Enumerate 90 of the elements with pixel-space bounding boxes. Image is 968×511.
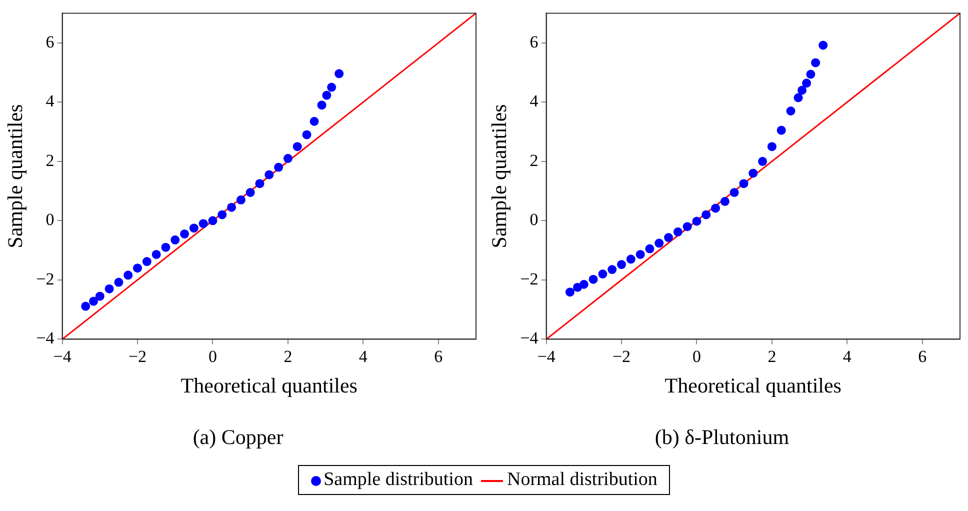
point xyxy=(636,250,645,259)
point xyxy=(246,188,255,197)
point xyxy=(292,142,302,152)
point xyxy=(786,106,796,116)
y-tick-label: 6 xyxy=(530,32,538,52)
point xyxy=(608,265,617,274)
point xyxy=(255,179,264,188)
x-tick-label: −2 xyxy=(128,346,147,366)
point xyxy=(798,86,807,95)
x-tick-label: 2 xyxy=(284,346,292,366)
point xyxy=(334,69,344,78)
point xyxy=(124,270,133,280)
x-axis-title: Theoretical quantiles xyxy=(180,374,358,398)
legend-label: Sample distribution xyxy=(324,469,473,490)
point xyxy=(208,216,218,226)
point xyxy=(748,168,758,178)
point xyxy=(170,235,180,244)
point xyxy=(598,270,608,278)
point xyxy=(806,70,816,79)
y-tick-label: 4 xyxy=(530,92,539,111)
point xyxy=(758,156,768,166)
point xyxy=(104,284,114,294)
point xyxy=(189,224,198,233)
point xyxy=(283,154,292,163)
point xyxy=(198,219,208,228)
point xyxy=(274,162,284,172)
point xyxy=(322,90,332,100)
point xyxy=(317,100,326,110)
point xyxy=(802,78,812,88)
y-tick-label: 0 xyxy=(530,210,538,230)
point xyxy=(664,233,674,242)
point xyxy=(692,216,702,226)
point xyxy=(218,210,227,220)
x-tick-label: 0 xyxy=(692,346,701,366)
y-tick-label: 2 xyxy=(46,150,54,170)
x-tick-label: 2 xyxy=(768,346,776,366)
point xyxy=(794,93,803,102)
y-tick-label: 0 xyxy=(46,210,54,230)
y-tick-label: −4 xyxy=(520,328,539,348)
y-tick-label: 4 xyxy=(46,92,55,111)
point xyxy=(673,227,682,236)
y-tick-label: −4 xyxy=(36,328,55,348)
text: (a) Copper xyxy=(192,424,284,449)
point xyxy=(236,195,246,204)
point xyxy=(114,278,124,287)
y-axis-title: Sample quantiles xyxy=(487,104,512,248)
x-tick-label: −2 xyxy=(612,346,631,366)
point xyxy=(327,82,336,92)
x-tick-label: 4 xyxy=(358,346,368,366)
x-tick-label: 4 xyxy=(842,346,852,366)
point xyxy=(702,210,711,220)
point xyxy=(811,58,820,68)
point xyxy=(579,280,588,289)
legend-label: Normal distribution xyxy=(506,469,658,490)
y-tick-label: −2 xyxy=(520,269,538,288)
point xyxy=(302,130,312,140)
point xyxy=(310,116,319,126)
point xyxy=(133,264,142,273)
point xyxy=(776,126,786,135)
point xyxy=(152,250,161,259)
x-axis-title: Theoretical quantiles xyxy=(664,374,842,398)
y-tick-label: 6 xyxy=(46,32,54,52)
point xyxy=(264,170,274,180)
x-tick-label: 6 xyxy=(434,346,443,366)
point xyxy=(565,288,574,297)
text: (b) δ-Plutonium xyxy=(654,424,790,449)
y-axis-title: Sample quantiles xyxy=(3,104,28,248)
y-tick-label: −2 xyxy=(36,269,54,288)
point xyxy=(81,302,90,311)
point xyxy=(730,188,739,197)
point xyxy=(739,179,748,188)
point xyxy=(682,222,692,232)
point xyxy=(180,229,190,238)
point xyxy=(645,244,654,254)
point xyxy=(95,292,104,301)
point xyxy=(142,257,152,266)
point xyxy=(161,242,170,252)
point xyxy=(588,274,598,284)
point xyxy=(227,202,236,212)
point xyxy=(720,196,730,206)
point xyxy=(617,260,626,270)
point xyxy=(711,204,720,213)
point xyxy=(626,254,636,264)
x-tick-label: 0 xyxy=(208,346,217,366)
point xyxy=(767,142,776,152)
point xyxy=(89,296,98,306)
point xyxy=(818,40,828,50)
y-tick-label: 2 xyxy=(530,150,538,170)
point xyxy=(654,238,664,248)
x-tick-label: 6 xyxy=(918,346,927,366)
